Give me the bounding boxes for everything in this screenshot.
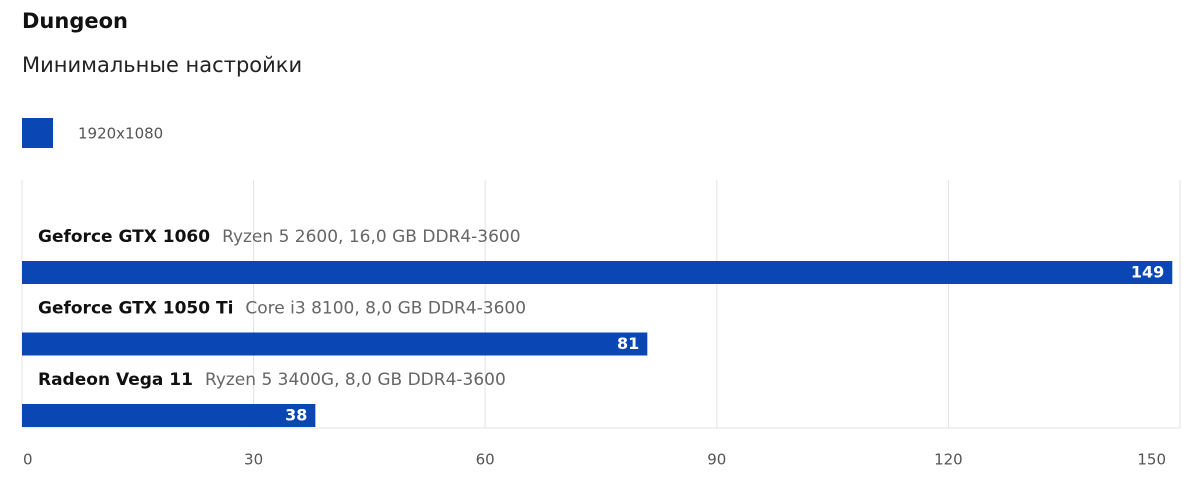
category-label: Geforce GTX 1060 Ryzen 5 2600, 16,0 GB DD… xyxy=(38,227,521,247)
bar xyxy=(22,261,1173,284)
value-label: 81 xyxy=(617,334,639,353)
x-tick-label: 90 xyxy=(707,451,726,469)
x-tick-label: 60 xyxy=(476,451,495,469)
x-tick-label: 0 xyxy=(23,451,33,469)
category-detail: Ryzen 5 2600, 16,0 GB DDR4-3600 xyxy=(222,227,521,247)
legend-swatch xyxy=(22,118,53,148)
legend-label: 1920x1080 xyxy=(78,125,163,143)
value-label: 38 xyxy=(285,406,307,425)
category-name: Geforce GTX 1060 xyxy=(38,227,210,247)
category-name: Geforce GTX 1050 Ti xyxy=(38,299,233,319)
category-label: Geforce GTX 1050 Ti Core i3 8100, 8,0 GB … xyxy=(38,299,526,319)
category-label: Radeon Vega 11 Ryzen 5 3400G, 8,0 GB DDR4… xyxy=(38,370,506,390)
value-label: 149 xyxy=(1131,263,1164,282)
x-tick-label: 120 xyxy=(934,451,963,469)
x-tick-label: 30 xyxy=(244,451,263,469)
chart-title: Dungeon xyxy=(22,9,128,33)
category-detail: Ryzen 5 3400G, 8,0 GB DDR4-3600 xyxy=(205,370,506,390)
bar xyxy=(22,404,316,427)
chart-subtitle: Минимальные настройки xyxy=(22,53,302,77)
x-tick-label: 150 xyxy=(1137,451,1166,469)
category-detail: Core i3 8100, 8,0 GB DDR4-3600 xyxy=(245,299,526,319)
category-name: Radeon Vega 11 xyxy=(38,370,193,390)
bar xyxy=(22,332,648,356)
